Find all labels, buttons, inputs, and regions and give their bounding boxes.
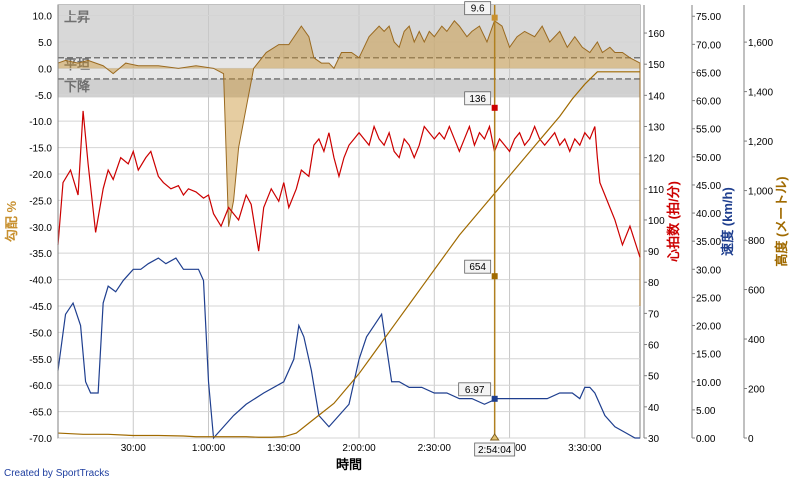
speed-axis-title: 速度 (km/h) bbox=[720, 187, 735, 256]
cursor-grade-marker bbox=[491, 14, 498, 21]
speed-tick-label: 75.00 bbox=[696, 12, 721, 23]
cursor-grade-label-box bbox=[464, 1, 492, 16]
hr-tick-label: 140 bbox=[648, 91, 665, 102]
grade-tick-label: -15.0 bbox=[29, 144, 52, 155]
grade-tick-label: -5.0 bbox=[35, 91, 53, 102]
speed-tick-label: 25.00 bbox=[696, 293, 721, 304]
speed-tick-label: 15.00 bbox=[696, 350, 721, 361]
hr-tick-label: 100 bbox=[648, 216, 665, 227]
grade-tick-label: -10.0 bbox=[29, 117, 52, 128]
grade-tick-label: -40.0 bbox=[29, 276, 52, 287]
cursor-grade-label: 9.6 bbox=[471, 4, 485, 15]
x-tick-label: 3:30:00 bbox=[568, 443, 602, 454]
cursor-hr-label: 136 bbox=[469, 94, 486, 105]
speed-tick-label: 35.00 bbox=[696, 237, 721, 248]
speed-tick-label: 50.00 bbox=[696, 153, 721, 164]
grid-layer bbox=[58, 5, 640, 439]
hr-tick-label: 120 bbox=[648, 154, 665, 165]
grade-tick-label: -20.0 bbox=[29, 170, 52, 181]
grade-tick-label: -60.0 bbox=[29, 381, 52, 392]
elev-tick-label: 1,400 bbox=[748, 88, 773, 99]
speed-tick-label: 40.00 bbox=[696, 209, 721, 220]
speed-tick-label: 10.00 bbox=[696, 378, 721, 389]
x-tick-label: 1:30:00 bbox=[267, 443, 301, 454]
speed-tick-label: 55.00 bbox=[696, 125, 721, 136]
cursor-time-label: 2:54:04 bbox=[478, 445, 512, 456]
series-layer bbox=[57, 20, 641, 440]
series-grade-area bbox=[58, 20, 640, 306]
x-axis-title: 時間 bbox=[336, 457, 362, 472]
elev-tick-label: 200 bbox=[748, 385, 765, 396]
cursor-speed-label: 6.97 bbox=[465, 385, 485, 396]
elev-tick-label: 1,200 bbox=[748, 137, 773, 148]
hr-tick-label: 80 bbox=[648, 278, 660, 289]
cursor-time-box bbox=[474, 442, 516, 457]
speed-tick-label: 5.00 bbox=[696, 406, 716, 417]
x-tick-label: 1:00:00 bbox=[192, 443, 226, 454]
hr-tick-label: 30 bbox=[648, 434, 660, 445]
x-tick-label: 2:00:00 bbox=[342, 443, 376, 454]
grade-tick-label: -30.0 bbox=[29, 223, 52, 234]
cursor-elev-label-box bbox=[464, 259, 492, 274]
cursor-layer: 9.6 136 654 6.97 2:54:04 bbox=[458, 1, 516, 457]
elev-tick-label: 1,600 bbox=[748, 38, 773, 49]
speed-tick-label: 70.00 bbox=[696, 40, 721, 51]
band-label-climb: 上昇 bbox=[64, 10, 90, 25]
speed-tick-label: 0.00 bbox=[696, 434, 716, 445]
grade-axis-title: 勾配 % bbox=[4, 200, 19, 242]
series-speed-line bbox=[57, 257, 640, 440]
series-heart-rate-line bbox=[57, 110, 641, 258]
speed-tick-label: 60.00 bbox=[696, 97, 721, 108]
elev-tick-label: 800 bbox=[748, 236, 765, 247]
cursor-speed-label-box bbox=[458, 382, 492, 397]
hr-tick-label: 90 bbox=[648, 247, 660, 258]
cursor-hr-marker bbox=[491, 104, 498, 111]
speed-tick-label: 65.00 bbox=[696, 68, 721, 79]
grade-tick-label: 10.0 bbox=[33, 12, 53, 23]
grade-tick-label: -55.0 bbox=[29, 355, 52, 366]
grade-tick-label: -65.0 bbox=[29, 408, 52, 419]
hr-tick-label: 110 bbox=[648, 185, 664, 196]
grade-tick-label: -70.0 bbox=[29, 434, 52, 445]
hr-axis-title: 心拍数 (拍/分) bbox=[666, 181, 681, 262]
grade-tick-label: -45.0 bbox=[29, 302, 52, 313]
cursor-hr-label-box bbox=[464, 91, 492, 106]
band-climb bbox=[58, 5, 640, 58]
x-tick-label: 2:30:00 bbox=[418, 443, 452, 454]
hr-tick-label: 60 bbox=[648, 341, 660, 352]
speed-tick-label: 30.00 bbox=[696, 265, 721, 276]
axis-layer: 30:001:00:001:30:002:00:002:30:003:00:00… bbox=[4, 5, 789, 472]
speed-tick-label: 20.00 bbox=[696, 322, 721, 333]
elev-tick-label: 1,000 bbox=[748, 187, 773, 198]
elev-tick-label: 0 bbox=[748, 434, 754, 445]
speed-tick-label: 45.00 bbox=[696, 181, 721, 192]
x-tick-label: 30:00 bbox=[121, 443, 146, 454]
elev-tick-label: 600 bbox=[748, 286, 765, 297]
hr-tick-label: 40 bbox=[648, 403, 660, 414]
hr-tick-label: 50 bbox=[648, 372, 660, 383]
hr-tick-label: 70 bbox=[648, 309, 660, 320]
cursor-elev-marker bbox=[491, 273, 498, 280]
grade-tick-label: -25.0 bbox=[29, 196, 52, 207]
grade-tick-label: -50.0 bbox=[29, 328, 52, 339]
grade-tick-label: 0.0 bbox=[38, 64, 52, 75]
series-elevation-line bbox=[57, 71, 640, 438]
credit-text: Created by SportTracks bbox=[4, 468, 109, 479]
hr-tick-label: 160 bbox=[648, 29, 665, 40]
cursor-speed-marker bbox=[491, 395, 498, 402]
elev-axis-title: 高度 (メートル) bbox=[774, 176, 789, 266]
band-label-descent: 下降 bbox=[64, 79, 91, 94]
series-grade-line bbox=[57, 20, 641, 306]
hr-tick-label: 150 bbox=[648, 60, 665, 71]
hr-tick-label: 130 bbox=[648, 122, 665, 133]
grade-tick-label: 5.0 bbox=[38, 38, 52, 49]
cursor-elev-label: 654 bbox=[469, 262, 486, 273]
elev-tick-label: 400 bbox=[748, 335, 765, 346]
grade-tick-label: -35.0 bbox=[29, 249, 52, 260]
cursor-time-arrow bbox=[489, 433, 500, 441]
